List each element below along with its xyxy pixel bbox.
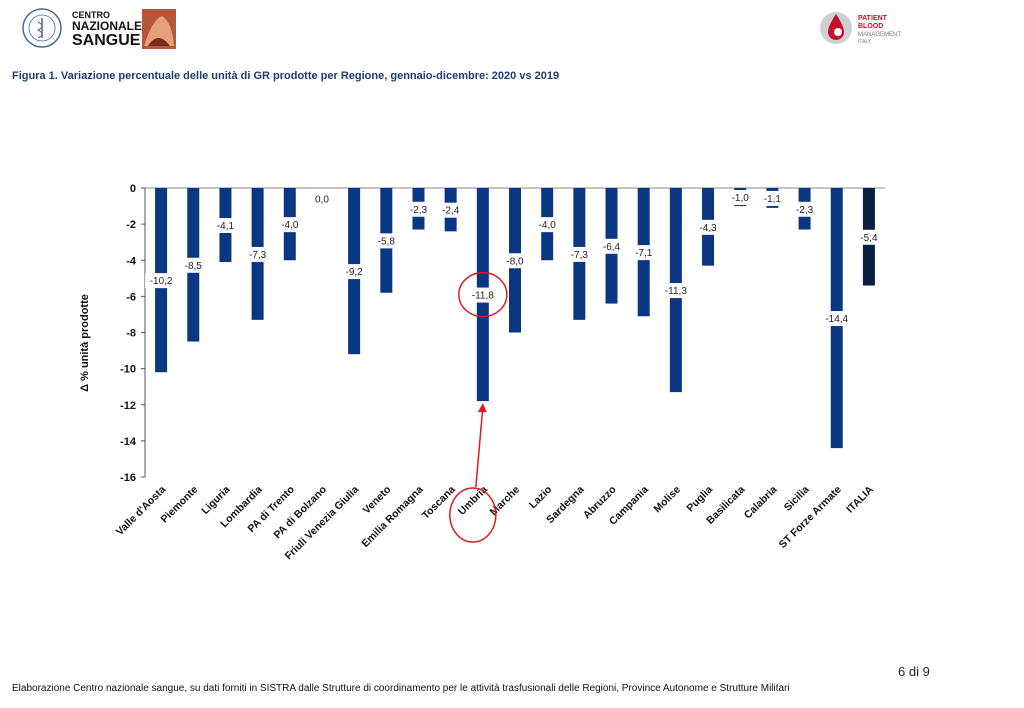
- data-label: -7,3: [571, 250, 589, 261]
- data-label-bg: [177, 257, 210, 273]
- category-highlight-circle: [449, 487, 497, 543]
- data-label-bg: [724, 190, 757, 206]
- data-label-bg: [209, 218, 242, 234]
- umbria-highlight-annotation: [449, 271, 508, 543]
- y-tick-label: -12: [120, 400, 136, 412]
- logo-text-nazionale: NAZIONALE: [72, 19, 142, 33]
- logo-text-sangue: SANGUE: [72, 32, 141, 49]
- data-label-bg: [627, 245, 660, 261]
- data-label: -8,5: [185, 261, 203, 272]
- y-tick-label: -6: [126, 291, 136, 303]
- figure-title: Figura 1. Variazione percentuale delle u…: [12, 70, 560, 82]
- data-label: -5,4: [860, 233, 878, 244]
- bar-chart: 0-2-4-6-8-10-12-14-16 -10,2-8,5-4,1-7,3-…: [79, 183, 885, 562]
- data-label-bg: [756, 190, 789, 206]
- y-tick-label: -14: [120, 436, 137, 448]
- y-tick-label: -4: [126, 255, 137, 267]
- pbm-text-patient: PATIENT: [858, 15, 888, 22]
- y-tick-label: -16: [120, 472, 136, 484]
- x-tick-label: Molise: [651, 484, 683, 516]
- x-tick-label: ST Forze Armate: [777, 484, 844, 551]
- footer-source-note: Elaborazione Centro nazionale sangue, su…: [12, 683, 790, 694]
- y-tick-label: 0: [130, 183, 136, 195]
- data-label: -4,0: [281, 220, 299, 231]
- data-label: -4,0: [539, 220, 557, 231]
- bars: [155, 188, 875, 449]
- data-label: -10,2: [150, 276, 173, 287]
- highlight-arrow-line: [475, 407, 484, 488]
- logo-text-centro: CENTRO: [72, 10, 110, 20]
- x-tick-label: Puglia: [684, 484, 715, 515]
- y-tick-label: -2: [126, 219, 136, 231]
- data-label-bg: [434, 202, 467, 218]
- data-label: -2,3: [796, 205, 814, 216]
- data-label: -2,3: [410, 205, 428, 216]
- pbm-text-management: MANAGEMENT: [858, 32, 901, 38]
- data-label: -9,2: [346, 267, 364, 278]
- data-label: -1,0: [732, 193, 750, 204]
- data-label-bg: [595, 238, 628, 254]
- data-label-bg: [273, 217, 306, 233]
- pbm-text-italy: ITALY: [858, 39, 872, 45]
- data-label-bg: [852, 229, 885, 245]
- page-number: 6 di 9: [898, 664, 930, 679]
- pbm-text-blood: BLOOD: [858, 23, 883, 30]
- patient-blood-management-logo: PATIENT BLOOD MANAGEMENT ITALY: [820, 12, 901, 45]
- data-label-bg: [788, 201, 821, 217]
- y-tick-label: -10: [120, 364, 136, 376]
- x-tick-label: Valle d'Aosta: [114, 484, 169, 539]
- data-label-bg: [145, 273, 178, 289]
- data-label: -7,1: [635, 248, 653, 259]
- data-label-bg: [402, 201, 435, 217]
- highlight-arrow-head: [477, 403, 487, 413]
- x-tick-label: ITALIA: [844, 483, 876, 515]
- bar-labels: -10,2 -8,5 -4,1 -7,3 -4,0 0,0 -9,2 -5,8 -2,3 -2,4…: [145, 190, 885, 327]
- data-label-bg: [370, 233, 403, 249]
- data-label-bg: [820, 311, 853, 327]
- data-label: -11,3: [665, 286, 687, 297]
- data-label-bg: [499, 253, 531, 269]
- x-tick-label: Lazio: [527, 484, 554, 511]
- data-label-bg: [466, 287, 499, 303]
- data-label: -4,1: [217, 221, 235, 232]
- centro-nazionale-sangue-logo: CENTRO NAZIONALE SANGUE: [22, 8, 176, 49]
- y-axis-label: Δ % unità prodotte: [79, 294, 91, 392]
- data-label-bg: [692, 219, 725, 235]
- data-label: -4,3: [699, 223, 717, 234]
- data-label: -6,4: [603, 242, 621, 253]
- x-tick-label: Emilia Romagna: [359, 484, 425, 550]
- value-highlight-circle: [458, 271, 508, 318]
- data-label: -5,8: [378, 236, 396, 247]
- x-tick-label: Sicilia: [782, 484, 812, 514]
- data-label-bg: [241, 246, 274, 262]
- data-label: -1,1: [764, 194, 782, 205]
- data-label: -7,3: [249, 250, 267, 261]
- data-label: -2,4: [442, 206, 460, 217]
- data-label: -8,0: [506, 256, 524, 267]
- data-label: -11,8: [472, 291, 494, 302]
- y-tick-label: -8: [126, 328, 136, 340]
- data-label-bg: [563, 246, 596, 262]
- data-label-bg: [338, 264, 371, 280]
- data-label: 0,0: [315, 194, 329, 205]
- data-label-bg: [659, 283, 692, 299]
- data-label-bg: [531, 217, 564, 233]
- data-label: -14,4: [825, 314, 848, 325]
- x-tick-label: Calabria: [742, 484, 780, 522]
- iss-seal-icon: [22, 8, 62, 48]
